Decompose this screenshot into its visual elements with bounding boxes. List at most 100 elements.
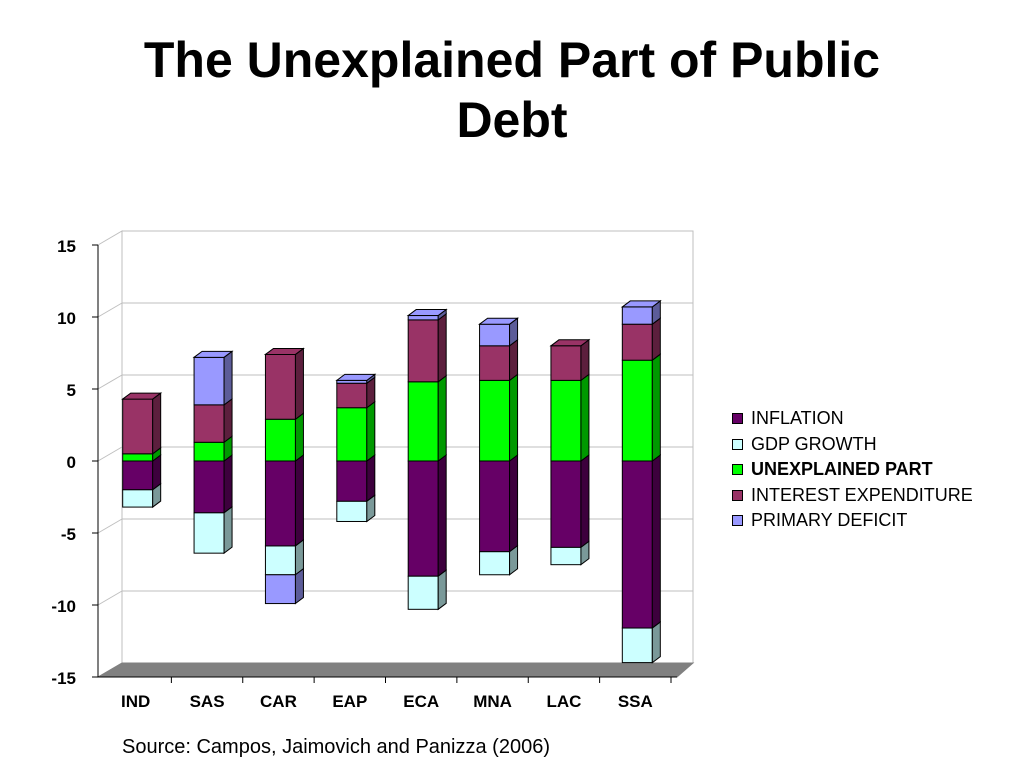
bar-eap-interest-expenditure	[336, 382, 368, 409]
bar-ind-inflation	[122, 460, 154, 491]
gridline-side	[97, 446, 123, 462]
bar-side	[294, 454, 304, 547]
bar-side	[294, 567, 304, 605]
bar-side	[223, 454, 233, 514]
bar-side	[366, 454, 376, 503]
bar-side	[509, 544, 519, 576]
x-tick-label: ECA	[403, 692, 439, 711]
bar-lac-gdp-growth	[550, 546, 582, 566]
bar-side	[651, 353, 661, 462]
bar-eap-inflation	[336, 460, 368, 502]
bar-side	[580, 540, 590, 566]
gridline-side	[97, 518, 123, 534]
bar-sas-inflation	[193, 460, 225, 514]
bar-side	[223, 350, 233, 406]
gridline-side	[97, 374, 123, 390]
source-note: Source: Campos, Jaimovich and Panizza (2…	[122, 736, 550, 758]
bar-side	[509, 373, 519, 462]
bar-ssa-gdp-growth	[621, 627, 653, 664]
bar-eca-inflation	[407, 460, 439, 577]
legend-swatch	[732, 489, 743, 501]
gridline-side	[97, 302, 123, 318]
bar-top	[406, 309, 448, 317]
bar-mna-gdp-growth	[479, 551, 511, 576]
bar-side	[437, 454, 447, 578]
legend-item: INFLATION	[732, 406, 973, 432]
y-tick-label: 0	[67, 453, 76, 472]
title-line-2: Debt	[456, 92, 568, 148]
bar-top	[620, 300, 662, 308]
x-tick-label: LAC	[546, 692, 581, 711]
bar-car-unexplained-part	[264, 418, 296, 462]
bar-lac-unexplained-part	[550, 379, 582, 462]
bar-ssa-unexplained-part	[621, 359, 653, 462]
y-tick-label: -5	[61, 525, 76, 544]
chart-legend: INFLATION GDP GROWTH UNEXPLAINED PART INTER…	[732, 406, 973, 534]
x-tick-label: CAR	[260, 692, 297, 711]
x-tick-label: SSA	[618, 692, 653, 711]
legend-swatch	[732, 438, 743, 450]
bar-side	[152, 392, 162, 455]
legend-swatch	[732, 515, 743, 527]
bar-side	[651, 454, 661, 630]
bar-side	[366, 400, 376, 462]
x-tick-label: SAS	[190, 692, 225, 711]
bar-top	[192, 350, 234, 358]
bar-ind-gdp-growth	[122, 489, 154, 508]
bar-mna-primary-deficit	[479, 323, 511, 347]
bar-eap-gdp-growth	[336, 500, 368, 522]
legend-item: GDP GROWTH	[732, 432, 973, 458]
bar-top	[478, 317, 520, 325]
bar-ssa-primary-deficit	[621, 306, 653, 325]
bar-lac-interest-expenditure	[550, 345, 582, 381]
bar-side	[509, 338, 519, 382]
bar-car-inflation	[264, 460, 296, 547]
y-tick-label: 15	[57, 237, 76, 256]
bar-mna-inflation	[479, 460, 511, 553]
legend-label: PRIMARY DEFICIT	[751, 510, 908, 531]
legend-item: UNEXPLAINED PART	[732, 457, 973, 483]
legend-label: INFLATION	[751, 408, 844, 429]
bar-mna-unexplained-part	[479, 379, 511, 462]
bar-side	[437, 312, 447, 383]
bar-sas-unexplained-part	[193, 441, 225, 462]
page-title: The Unexplained Part of Public Debt	[0, 30, 1024, 150]
bar-mna-interest-expenditure	[479, 345, 511, 381]
bar-side	[509, 454, 519, 553]
bar-side	[651, 317, 661, 362]
bar-eca-unexplained-part	[407, 381, 439, 462]
bar-car-primary-deficit	[264, 574, 296, 605]
x-tick-label: MNA	[473, 692, 512, 711]
bar-sas-interest-expenditure	[193, 404, 225, 443]
bar-side	[580, 373, 590, 462]
bar-ind-unexplained-part	[122, 453, 154, 462]
bar-eca-gdp-growth	[407, 575, 439, 610]
bar-ind-interest-expenditure	[122, 398, 154, 455]
bar-sas-gdp-growth	[193, 512, 225, 554]
bar-side	[437, 569, 447, 611]
legend-label: INTEREST EXPENDITURE	[751, 484, 973, 505]
bar-ssa-interest-expenditure	[621, 323, 653, 361]
legend-item: PRIMARY DEFICIT	[732, 508, 973, 534]
y-tick-label: 5	[67, 381, 76, 400]
bar-side	[437, 374, 447, 462]
bar-side	[294, 347, 304, 421]
bar-side	[223, 505, 233, 555]
bar-eca-primary-deficit	[407, 315, 439, 321]
bar-eap-unexplained-part	[336, 407, 368, 462]
bar-side	[152, 482, 162, 509]
y-tick-label: -10	[51, 597, 76, 616]
title-line-1: The Unexplained Part of Public	[143, 32, 881, 88]
bar-top	[335, 373, 377, 381]
bar-car-interest-expenditure	[264, 353, 296, 420]
legend-swatch	[732, 413, 743, 425]
legend-item: INTEREST EXPENDITURE	[732, 483, 973, 509]
bar-sas-primary-deficit	[193, 356, 225, 406]
bar-side	[580, 454, 590, 549]
bar-car-gdp-growth	[264, 545, 296, 576]
bar-top	[549, 339, 591, 347]
bar-side	[223, 397, 233, 444]
bar-ssa-inflation	[621, 460, 653, 629]
bar-eca-interest-expenditure	[407, 319, 439, 383]
